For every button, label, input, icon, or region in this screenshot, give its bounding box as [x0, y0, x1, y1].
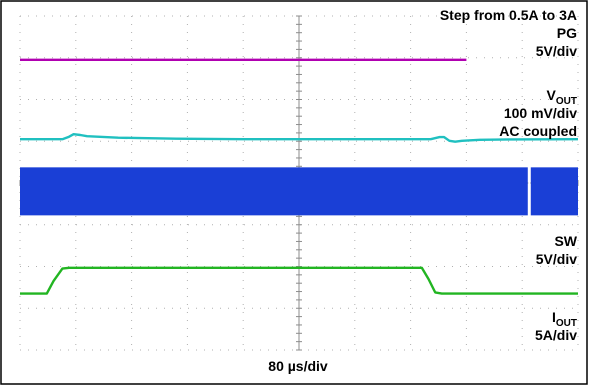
- sw-name-label: SW: [554, 233, 577, 249]
- vout-scale-label: 100 mV/div: [504, 105, 577, 121]
- sw-trace: [20, 167, 528, 216]
- trace-layer: [20, 58, 579, 295]
- vout-coupling-label: AC coupled: [499, 123, 577, 139]
- vout-name-label: VOUT: [547, 87, 577, 107]
- sw-scale-label: 5V/div: [536, 251, 577, 267]
- chart-title: Step from 0.5A to 3A: [440, 7, 577, 23]
- pg-scale-label: 5V/div: [536, 43, 577, 59]
- pg-name-label: PG: [557, 25, 577, 41]
- vout-trace: [20, 132, 579, 143]
- iout-trace: [20, 266, 578, 295]
- iout-name-label: IOUT: [552, 309, 577, 329]
- iout-scale-label: 5A/div: [535, 327, 577, 343]
- sw-trace-after-step: [530, 167, 578, 216]
- time-scale-label: 80 µs/div: [268, 358, 328, 374]
